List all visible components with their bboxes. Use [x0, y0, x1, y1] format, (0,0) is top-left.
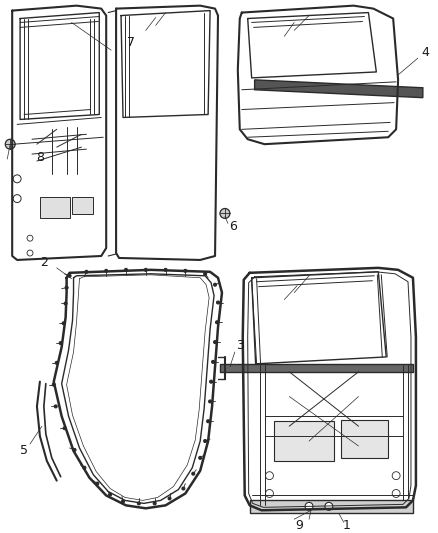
- Text: 6: 6: [229, 220, 237, 233]
- Circle shape: [325, 503, 333, 510]
- Circle shape: [13, 195, 21, 203]
- Circle shape: [64, 302, 67, 305]
- Bar: [71, 197, 93, 214]
- Circle shape: [153, 502, 156, 505]
- Text: 9: 9: [295, 519, 303, 531]
- Circle shape: [138, 502, 140, 505]
- Polygon shape: [250, 500, 413, 513]
- Circle shape: [182, 487, 185, 490]
- Circle shape: [59, 342, 62, 344]
- Text: 7: 7: [127, 36, 135, 49]
- Circle shape: [212, 360, 215, 364]
- Circle shape: [204, 440, 207, 442]
- Circle shape: [192, 472, 195, 475]
- Circle shape: [124, 268, 127, 271]
- Text: 5: 5: [20, 445, 28, 457]
- Circle shape: [265, 472, 273, 480]
- Circle shape: [305, 503, 313, 510]
- Circle shape: [204, 272, 207, 275]
- Circle shape: [65, 286, 68, 289]
- Circle shape: [144, 268, 147, 271]
- Polygon shape: [254, 80, 423, 98]
- Circle shape: [164, 268, 167, 271]
- Circle shape: [207, 420, 210, 423]
- Text: 2: 2: [40, 256, 48, 269]
- Circle shape: [27, 250, 33, 256]
- Circle shape: [63, 427, 66, 430]
- Circle shape: [96, 482, 99, 485]
- Circle shape: [168, 497, 171, 500]
- Circle shape: [208, 400, 212, 403]
- Circle shape: [214, 341, 216, 344]
- Circle shape: [85, 270, 88, 273]
- Text: 8: 8: [36, 150, 44, 164]
- Polygon shape: [220, 364, 413, 372]
- Circle shape: [265, 489, 273, 497]
- Circle shape: [27, 235, 33, 241]
- Circle shape: [73, 448, 76, 451]
- Bar: [40, 197, 70, 219]
- Circle shape: [68, 274, 71, 277]
- Bar: [275, 421, 334, 461]
- Circle shape: [265, 502, 273, 510]
- Circle shape: [184, 269, 187, 272]
- Circle shape: [54, 405, 57, 408]
- Text: 1: 1: [343, 519, 350, 531]
- Circle shape: [52, 383, 55, 386]
- Circle shape: [215, 321, 219, 324]
- Circle shape: [216, 301, 219, 304]
- Circle shape: [5, 139, 15, 149]
- Circle shape: [199, 456, 201, 459]
- Circle shape: [105, 269, 108, 272]
- Circle shape: [392, 489, 400, 497]
- Text: 4: 4: [422, 46, 430, 59]
- Circle shape: [83, 466, 86, 469]
- Bar: [341, 420, 388, 458]
- Circle shape: [210, 380, 212, 383]
- Circle shape: [121, 500, 124, 503]
- Circle shape: [220, 208, 230, 219]
- Circle shape: [214, 283, 216, 286]
- Circle shape: [13, 175, 21, 183]
- Circle shape: [109, 493, 112, 496]
- Circle shape: [392, 472, 400, 480]
- Circle shape: [55, 361, 58, 365]
- Circle shape: [62, 322, 65, 325]
- Text: 3: 3: [236, 338, 244, 352]
